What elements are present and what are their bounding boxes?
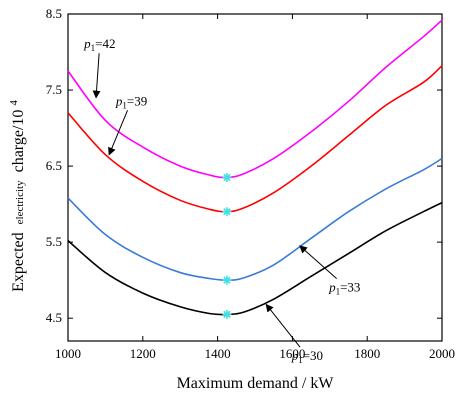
annotation-label-1: p1=39 (115, 93, 147, 110)
markers-layer (222, 173, 232, 319)
x-tick-label: 1000 (55, 346, 81, 361)
min-marker (222, 207, 232, 217)
annotation-label-3: p1=30 (291, 348, 323, 365)
y-tick-label: 6.5 (46, 158, 62, 173)
y-axis-title-exponent: 4 (8, 100, 20, 106)
min-marker (222, 173, 232, 182)
plot-frame (67, 13, 443, 342)
x-tick-label: 2000 (429, 346, 455, 361)
y-tick-label: 4.5 (46, 310, 62, 325)
annotation-arrow-2 (299, 245, 338, 279)
min-marker (222, 275, 232, 285)
series-line-3 (67, 201, 443, 316)
x-tick-label: 1800 (354, 346, 380, 361)
y-axis-title-part2: electricity (14, 180, 26, 224)
y-axis-title: Expected electricity charge/10 4 (8, 100, 27, 292)
annotation-label-0: p1=42 (83, 36, 115, 53)
x-axis-title: Maximum demand / kW (177, 375, 335, 392)
annotations-layer: p1=42 p1=39 p1=33 p1=30 (83, 36, 360, 365)
series-layer (67, 19, 443, 316)
series-line-1 (67, 65, 443, 213)
min-marker (222, 309, 232, 319)
series-line-2 (67, 157, 443, 281)
ticks-layer: 1000 1200 1400 1600 1800 2000 4.5 5.5 6.5 7.5 8.5 (46, 6, 455, 361)
y-tick-label: 5.5 (46, 234, 62, 249)
series-line-0 (67, 19, 443, 179)
x-tick-label: 1200 (130, 346, 156, 361)
y-axis-title-part1: Expected (10, 232, 27, 292)
y-tick-label: 7.5 (46, 82, 62, 97)
annotation-arrow-3 (265, 303, 301, 348)
annotation-arrow-1 (108, 110, 129, 156)
y-tick-label: 8.5 (46, 6, 62, 21)
x-tick-label: 1600 (279, 346, 305, 361)
x-tick-label: 1400 (205, 346, 231, 361)
y-axis-title-part3: charge/10 (10, 110, 27, 173)
annotation-arrow-0 (92, 53, 101, 99)
annotation-label-2: p1=33 (328, 280, 360, 297)
